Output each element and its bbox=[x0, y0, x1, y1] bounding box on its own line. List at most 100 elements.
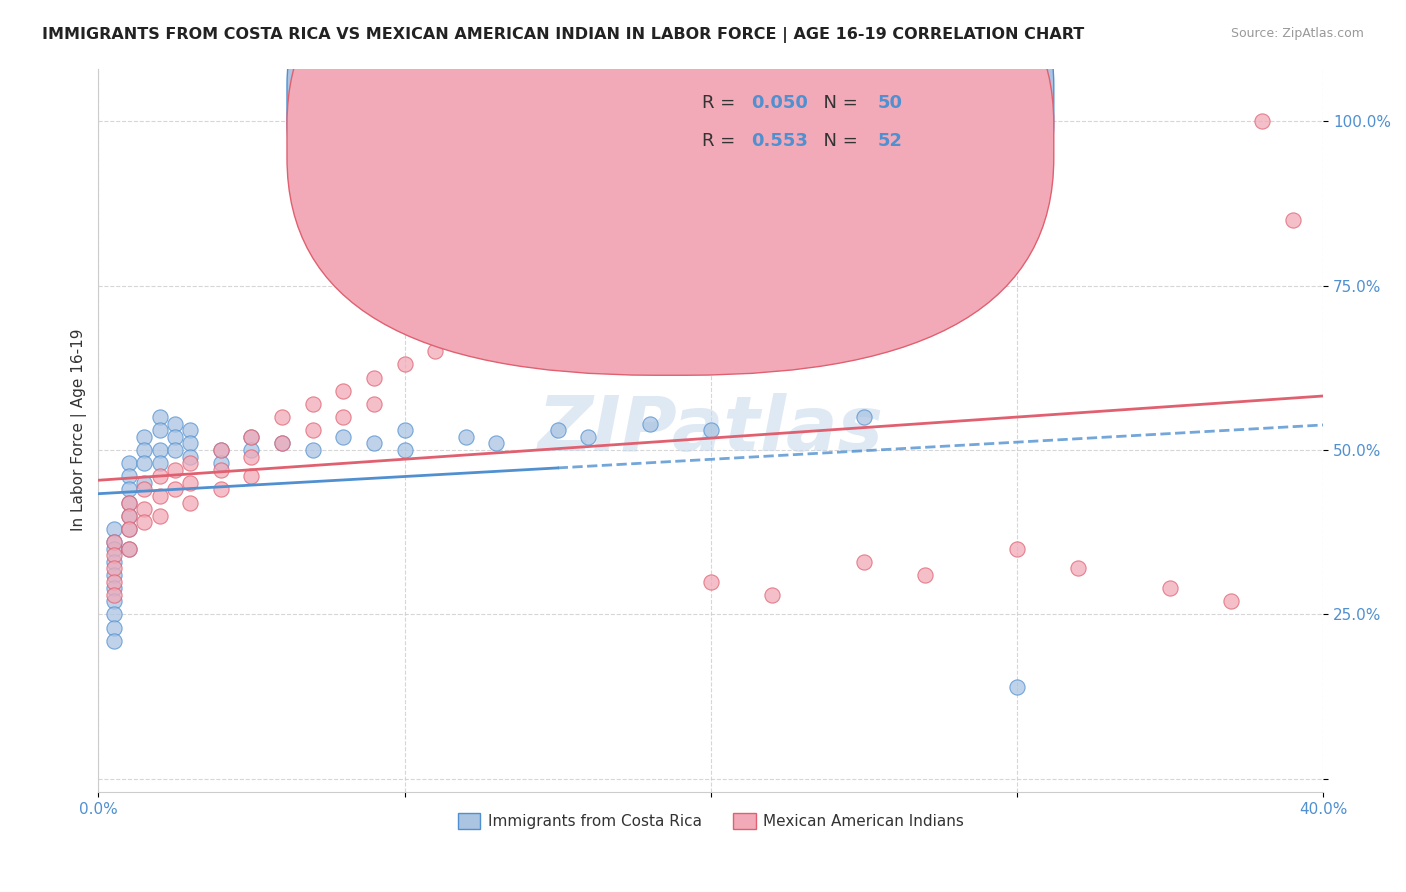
Point bbox=[638, 417, 661, 431]
Point bbox=[454, 430, 477, 444]
Point bbox=[103, 522, 125, 536]
Point bbox=[118, 522, 141, 536]
Point bbox=[118, 541, 141, 556]
Point bbox=[1220, 594, 1243, 608]
Point bbox=[118, 469, 141, 483]
Text: N =: N = bbox=[813, 95, 863, 112]
Text: 0.553: 0.553 bbox=[751, 132, 808, 150]
Point bbox=[103, 621, 125, 635]
FancyBboxPatch shape bbox=[287, 0, 1053, 338]
Point bbox=[103, 535, 125, 549]
Point bbox=[149, 410, 172, 425]
Y-axis label: In Labor Force | Age 16-19: In Labor Force | Age 16-19 bbox=[72, 329, 87, 532]
Point bbox=[149, 469, 172, 483]
Point bbox=[240, 469, 263, 483]
Point bbox=[485, 436, 508, 450]
Point bbox=[301, 442, 323, 457]
Point bbox=[103, 633, 125, 648]
Point bbox=[103, 555, 125, 569]
Text: IMMIGRANTS FROM COSTA RICA VS MEXICAN AMERICAN INDIAN IN LABOR FORCE | AGE 16-19: IMMIGRANTS FROM COSTA RICA VS MEXICAN AM… bbox=[42, 27, 1084, 43]
Point bbox=[271, 436, 294, 450]
Text: N =: N = bbox=[813, 132, 863, 150]
Point bbox=[149, 489, 172, 503]
Point bbox=[179, 423, 201, 437]
Point bbox=[240, 442, 263, 457]
Point bbox=[118, 483, 141, 497]
Point bbox=[363, 397, 385, 411]
Point bbox=[134, 442, 156, 457]
Point bbox=[547, 423, 569, 437]
Point bbox=[425, 344, 447, 359]
Point bbox=[1159, 581, 1181, 595]
Point bbox=[761, 588, 783, 602]
Point bbox=[149, 508, 172, 523]
Point bbox=[103, 541, 125, 556]
Point bbox=[301, 423, 323, 437]
Text: R =: R = bbox=[702, 132, 741, 150]
Point bbox=[209, 463, 232, 477]
Text: Source: ZipAtlas.com: Source: ZipAtlas.com bbox=[1230, 27, 1364, 40]
Point bbox=[103, 607, 125, 622]
Point bbox=[209, 483, 232, 497]
Point bbox=[103, 588, 125, 602]
Point bbox=[103, 574, 125, 589]
Point bbox=[271, 436, 294, 450]
Point bbox=[454, 325, 477, 339]
Point bbox=[134, 475, 156, 490]
Point bbox=[1067, 561, 1090, 575]
Point bbox=[332, 384, 354, 398]
Point bbox=[576, 259, 599, 273]
Point bbox=[179, 456, 201, 470]
Point bbox=[103, 561, 125, 575]
Point bbox=[118, 508, 141, 523]
Point bbox=[394, 358, 416, 372]
Point bbox=[103, 548, 125, 562]
Point bbox=[163, 463, 186, 477]
Point bbox=[103, 535, 125, 549]
FancyBboxPatch shape bbox=[287, 0, 1053, 376]
Point bbox=[163, 483, 186, 497]
Point bbox=[103, 581, 125, 595]
FancyBboxPatch shape bbox=[626, 69, 993, 177]
Point bbox=[163, 442, 186, 457]
Point bbox=[394, 423, 416, 437]
Point bbox=[638, 245, 661, 260]
Point bbox=[240, 430, 263, 444]
Point bbox=[914, 568, 936, 582]
Point bbox=[271, 410, 294, 425]
Text: 0.050: 0.050 bbox=[751, 95, 808, 112]
Point bbox=[852, 555, 875, 569]
Text: 52: 52 bbox=[877, 132, 903, 150]
Point bbox=[118, 508, 141, 523]
Point bbox=[179, 450, 201, 464]
Point bbox=[394, 442, 416, 457]
Point bbox=[103, 594, 125, 608]
Point bbox=[118, 456, 141, 470]
Point bbox=[209, 442, 232, 457]
Point bbox=[1251, 114, 1274, 128]
Point bbox=[179, 475, 201, 490]
Point bbox=[363, 370, 385, 384]
Point bbox=[149, 423, 172, 437]
Point bbox=[332, 430, 354, 444]
Point bbox=[700, 423, 723, 437]
Point bbox=[547, 278, 569, 293]
Point bbox=[301, 397, 323, 411]
Point bbox=[240, 430, 263, 444]
Point bbox=[363, 436, 385, 450]
Point bbox=[209, 456, 232, 470]
Text: R =: R = bbox=[702, 95, 741, 112]
Point bbox=[134, 456, 156, 470]
Point bbox=[118, 495, 141, 509]
Legend: Immigrants from Costa Rica, Mexican American Indians: Immigrants from Costa Rica, Mexican Amer… bbox=[451, 806, 970, 835]
Point bbox=[332, 410, 354, 425]
Point bbox=[134, 502, 156, 516]
Text: ZIPatlas: ZIPatlas bbox=[538, 393, 884, 467]
Point bbox=[485, 311, 508, 326]
Point bbox=[134, 483, 156, 497]
Point bbox=[118, 541, 141, 556]
Point bbox=[118, 522, 141, 536]
Point bbox=[700, 574, 723, 589]
Point bbox=[163, 430, 186, 444]
Point bbox=[179, 436, 201, 450]
